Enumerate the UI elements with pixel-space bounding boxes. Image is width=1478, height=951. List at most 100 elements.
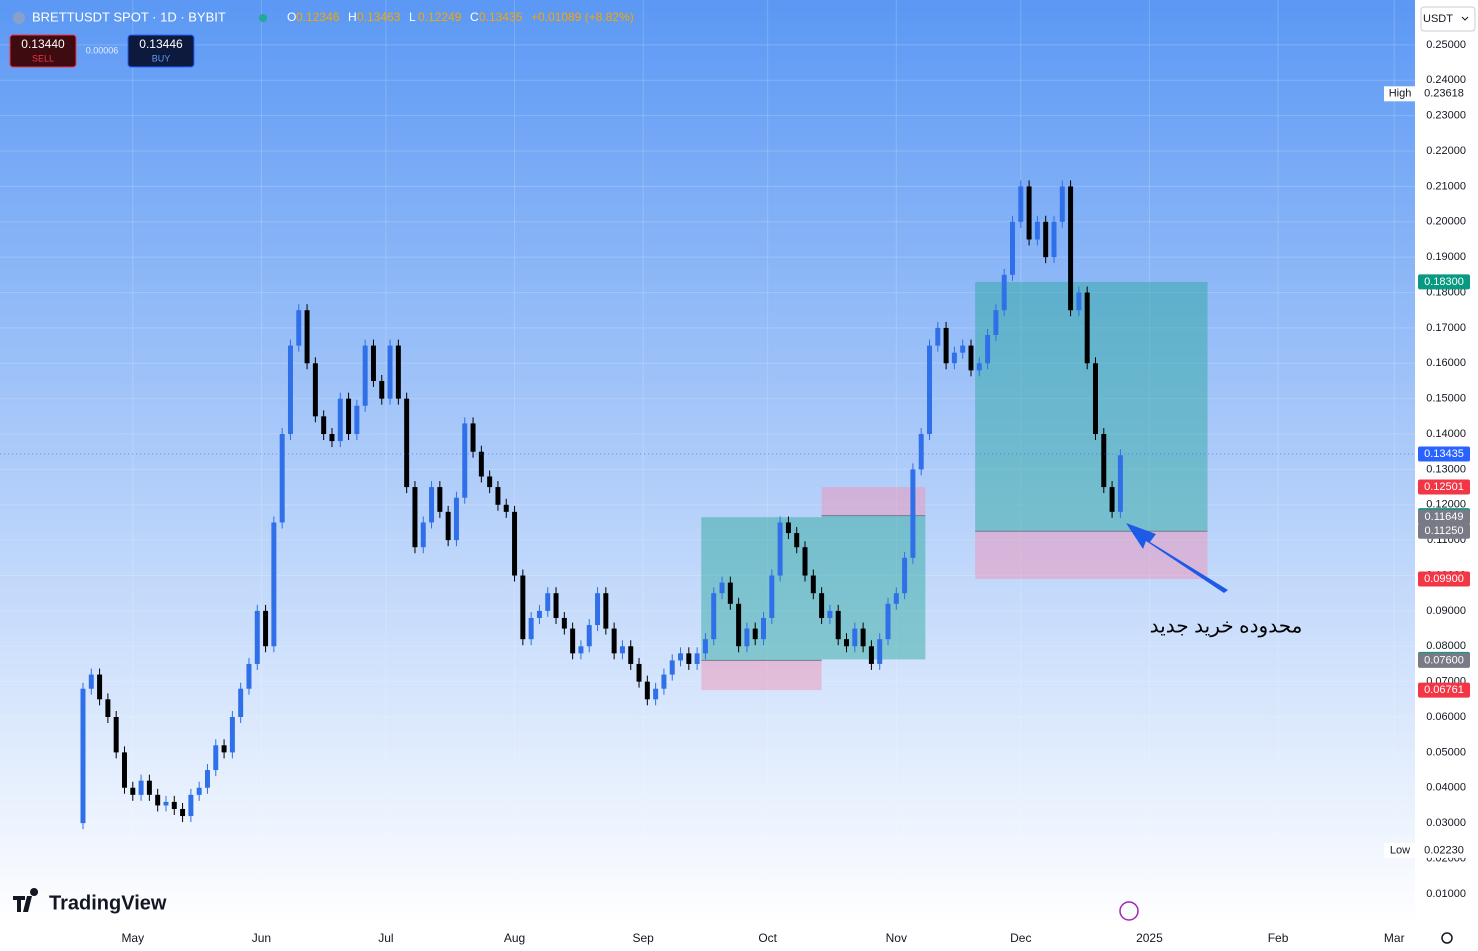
price-label: 0.12501 [1424, 481, 1464, 493]
y-tick-label: 0.17000 [1426, 322, 1466, 334]
candle-body [669, 660, 675, 675]
y-tick-label: 0.24000 [1426, 74, 1466, 86]
sell-price[interactable]: 0.13440 [21, 37, 65, 51]
candle-body [603, 593, 609, 629]
ohlc-value: 0.13463 [357, 10, 401, 24]
ohlc-value: 0.13435 [479, 10, 523, 24]
buy-label[interactable]: BUY [152, 53, 171, 63]
price-tag-box [1384, 86, 1416, 102]
candle-body [536, 610, 542, 618]
candle-body [553, 593, 559, 618]
candle-body [263, 610, 269, 647]
candle-body [769, 575, 775, 618]
y-tick-label: 0.21000 [1426, 180, 1466, 192]
y-tick-label: 0.22000 [1426, 145, 1466, 157]
candle-body [844, 639, 849, 647]
candle-body [852, 628, 858, 647]
ohlc-value: 0.12249 [418, 10, 462, 24]
candle-body [686, 653, 692, 664]
candle-body [927, 345, 932, 435]
stop-zone [821, 487, 926, 516]
buy-price[interactable]: 0.13446 [139, 37, 183, 51]
candle-body [827, 610, 833, 618]
candle-body [437, 487, 443, 512]
price-label-box [1418, 682, 1470, 698]
candle-body [968, 345, 974, 371]
candle-body [246, 663, 252, 689]
y-tick-label: 0.12000 [1426, 499, 1466, 511]
candle-body [88, 674, 94, 689]
candle-body [885, 603, 891, 640]
ohlc-key: H [348, 10, 357, 24]
candle-body [1109, 487, 1115, 512]
candle-body [611, 628, 617, 654]
candle-body [1026, 186, 1032, 240]
currency[interactable]: USDT [1423, 13, 1453, 25]
time-axis-background [0, 925, 1415, 951]
y-tick-label: 0.01000 [1426, 888, 1466, 900]
stop-zone [701, 660, 822, 691]
candle-body [794, 533, 800, 548]
candle-body [287, 345, 293, 435]
candle-body [254, 610, 260, 664]
candle-body [312, 363, 318, 417]
candle-body [644, 681, 650, 700]
price-label-box [1418, 523, 1470, 539]
candle-body [113, 717, 119, 753]
candle-body [379, 380, 385, 399]
events-icon[interactable] [1119, 901, 1139, 921]
candle-body [960, 345, 966, 353]
x-tick-label: 2025 [1136, 931, 1163, 945]
candle-body [503, 504, 509, 512]
annotation-arrow [1126, 523, 1228, 593]
candle-body [354, 405, 360, 435]
price-label: 0.13435 [1424, 448, 1464, 460]
candle-body [495, 487, 501, 505]
candle-body [121, 752, 127, 788]
candle-body [196, 787, 202, 795]
candle-body [993, 310, 999, 335]
currency-button[interactable] [1420, 6, 1476, 32]
ohlc-value: 0.12346 [296, 10, 340, 24]
price-label: 0.07600 [1424, 654, 1464, 666]
candle-body [1092, 363, 1098, 435]
candle-body [877, 639, 883, 664]
y-tick-label: 0.18000 [1426, 286, 1466, 298]
buy-button[interactable] [127, 34, 195, 68]
candle-body [445, 511, 451, 541]
sell-button[interactable] [9, 34, 77, 68]
candle-body [346, 398, 352, 435]
candle-body [1068, 186, 1074, 311]
candle-body [985, 334, 991, 364]
candle-body [420, 522, 426, 548]
candle-body [370, 345, 376, 381]
settings-icon[interactable] [1441, 932, 1453, 944]
price-axis-background [1415, 0, 1478, 951]
candle-body [1117, 455, 1123, 512]
candle-body [711, 593, 717, 640]
candle-body [304, 310, 310, 364]
sell-label[interactable]: SELL [32, 53, 54, 63]
candle-body [204, 770, 210, 788]
candle-body [478, 451, 484, 477]
candle-body [238, 688, 244, 718]
candle-body [470, 423, 476, 452]
candle-body [727, 582, 733, 604]
candle-body [321, 416, 327, 435]
candle-body [1034, 221, 1040, 240]
x-tick-label: Jun [252, 931, 271, 945]
candle-body [387, 345, 393, 399]
candle-body [752, 628, 758, 640]
y-tick-label: 0.06000 [1426, 711, 1466, 723]
ohlc-change: +0.01089 (+8.82%) [531, 10, 634, 24]
price-label-box [1418, 86, 1470, 102]
price-label: 0.06761 [1424, 684, 1464, 696]
y-tick-label: 0.08000 [1426, 640, 1466, 652]
price-label-box [1418, 479, 1470, 495]
y-tick-label: 0.19000 [1426, 251, 1466, 263]
ohlc-key: C [470, 10, 479, 24]
price-tag: High [1389, 88, 1412, 100]
x-tick-label: Dec [1010, 931, 1031, 945]
candle-body [462, 423, 468, 498]
